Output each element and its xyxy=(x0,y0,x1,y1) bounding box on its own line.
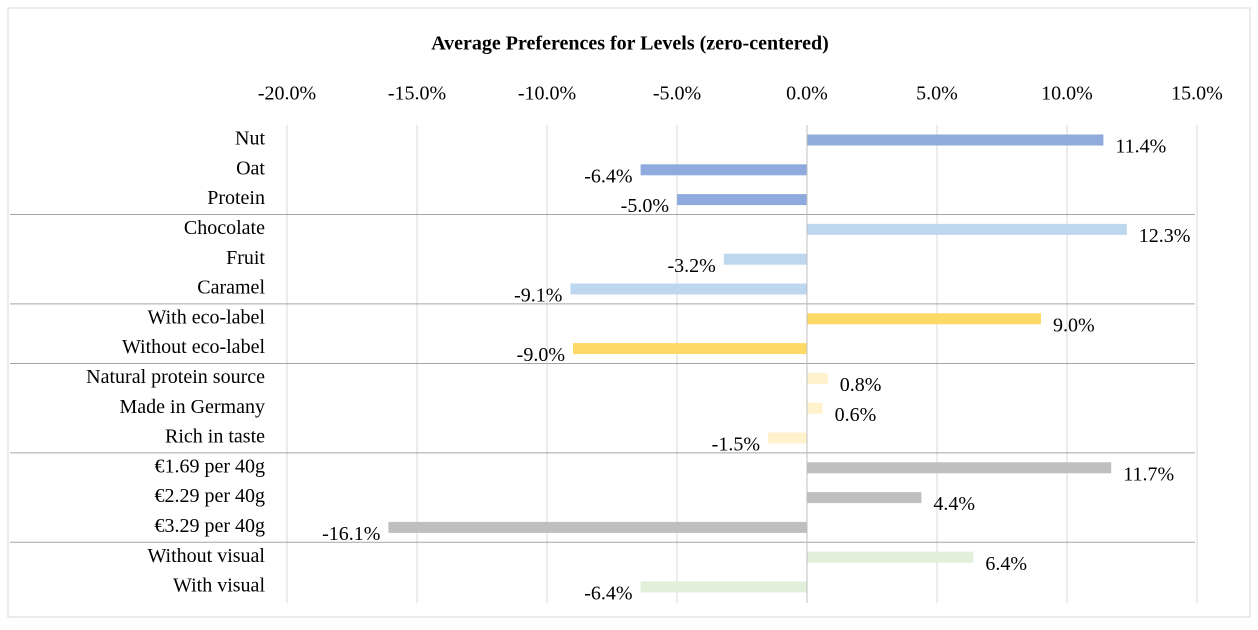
y-tick-label: Oat xyxy=(236,157,265,179)
data-label: -3.2% xyxy=(667,255,715,277)
y-tick-label: Natural protein source xyxy=(86,366,265,388)
bar xyxy=(570,283,807,295)
data-label: -6.4% xyxy=(584,165,632,187)
data-label: 9.0% xyxy=(1053,314,1095,336)
bar xyxy=(388,521,807,533)
bar xyxy=(640,164,807,176)
y-tick-label: €3.29 per 40g xyxy=(154,515,265,537)
data-label: 6.4% xyxy=(985,553,1027,575)
data-label: 0.8% xyxy=(840,374,882,396)
x-tick-label: -15.0% xyxy=(388,83,446,105)
bar xyxy=(807,462,1112,474)
y-tick-label: €2.29 per 40g xyxy=(154,485,265,507)
data-label: 11.4% xyxy=(1115,136,1166,158)
bar xyxy=(573,343,807,355)
y-tick-label: Fruit xyxy=(226,247,265,269)
y-tick-label: Made in Germany xyxy=(119,396,265,418)
data-label: 0.6% xyxy=(835,404,877,426)
y-tick-label: Without eco-label xyxy=(122,336,265,358)
x-tick-label: -20.0% xyxy=(258,83,316,105)
data-label: 12.3% xyxy=(1139,225,1191,247)
data-label: -9.0% xyxy=(517,344,565,366)
y-tick-label: Without visual xyxy=(147,545,265,567)
x-tick-label: -5.0% xyxy=(653,83,701,105)
x-tick-label: 10.0% xyxy=(1041,83,1093,105)
data-label: 4.4% xyxy=(933,493,975,515)
x-tick-label: 15.0% xyxy=(1171,83,1223,105)
y-tick-label: Chocolate xyxy=(184,217,265,239)
data-label: -1.5% xyxy=(712,434,760,456)
x-tick-label: 5.0% xyxy=(916,83,958,105)
y-tick-label: With eco-label xyxy=(148,306,266,328)
bar xyxy=(640,581,807,593)
bar xyxy=(807,313,1041,325)
chart-border xyxy=(7,7,1251,618)
x-tick-label: -10.0% xyxy=(518,83,576,105)
bar xyxy=(723,253,807,265)
chart-title: Average Preferences for Levels (zero-cen… xyxy=(431,33,829,55)
y-tick-label: Rich in taste xyxy=(165,426,265,448)
y-tick-label: Caramel xyxy=(197,277,265,299)
y-tick-label: With visual xyxy=(173,575,265,597)
data-label: -6.4% xyxy=(584,583,632,605)
bar xyxy=(807,492,922,504)
bar xyxy=(807,551,974,563)
data-label: -5.0% xyxy=(621,195,669,217)
bar xyxy=(807,134,1104,146)
y-tick-label: €1.69 per 40g xyxy=(154,455,265,477)
bar xyxy=(807,372,828,384)
data-label: -16.1% xyxy=(322,523,380,545)
bar xyxy=(768,432,807,444)
y-tick-label: Protein xyxy=(207,187,265,209)
bar xyxy=(677,194,807,206)
y-tick-label: Nut xyxy=(235,128,265,150)
data-label: 11.7% xyxy=(1123,463,1174,485)
bar xyxy=(807,402,823,414)
x-tick-label: 0.0% xyxy=(786,83,828,105)
bar xyxy=(807,223,1127,235)
data-label: -9.1% xyxy=(514,285,562,307)
